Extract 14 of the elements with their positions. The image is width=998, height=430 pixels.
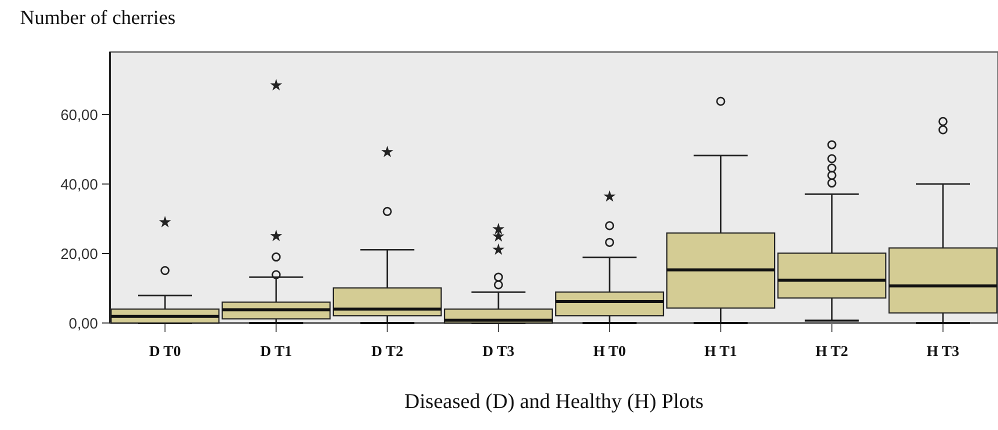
x-tick-label: H T1	[704, 344, 738, 360]
x-tick-label: D T2	[371, 344, 404, 360]
x-tick-label: H T3	[926, 344, 960, 360]
x-tick-label: H T0	[593, 344, 626, 360]
x-tick-label: D T3	[482, 344, 514, 360]
y-tick-label: 20,00	[60, 246, 98, 263]
y-tick-label: 0,00	[68, 315, 98, 332]
x-tick-label: D T1	[260, 344, 292, 360]
y-tick-label: 60,00	[60, 106, 98, 124]
x-axis-title: Diseased (D) and Healthy (H) Plots	[404, 389, 704, 413]
x-tick-label: H T2	[816, 344, 848, 360]
y-tick-label: 40,00	[60, 176, 98, 194]
y-axis-title: Number of cherries	[20, 7, 176, 29]
x-tick-label: D T0	[149, 344, 181, 360]
